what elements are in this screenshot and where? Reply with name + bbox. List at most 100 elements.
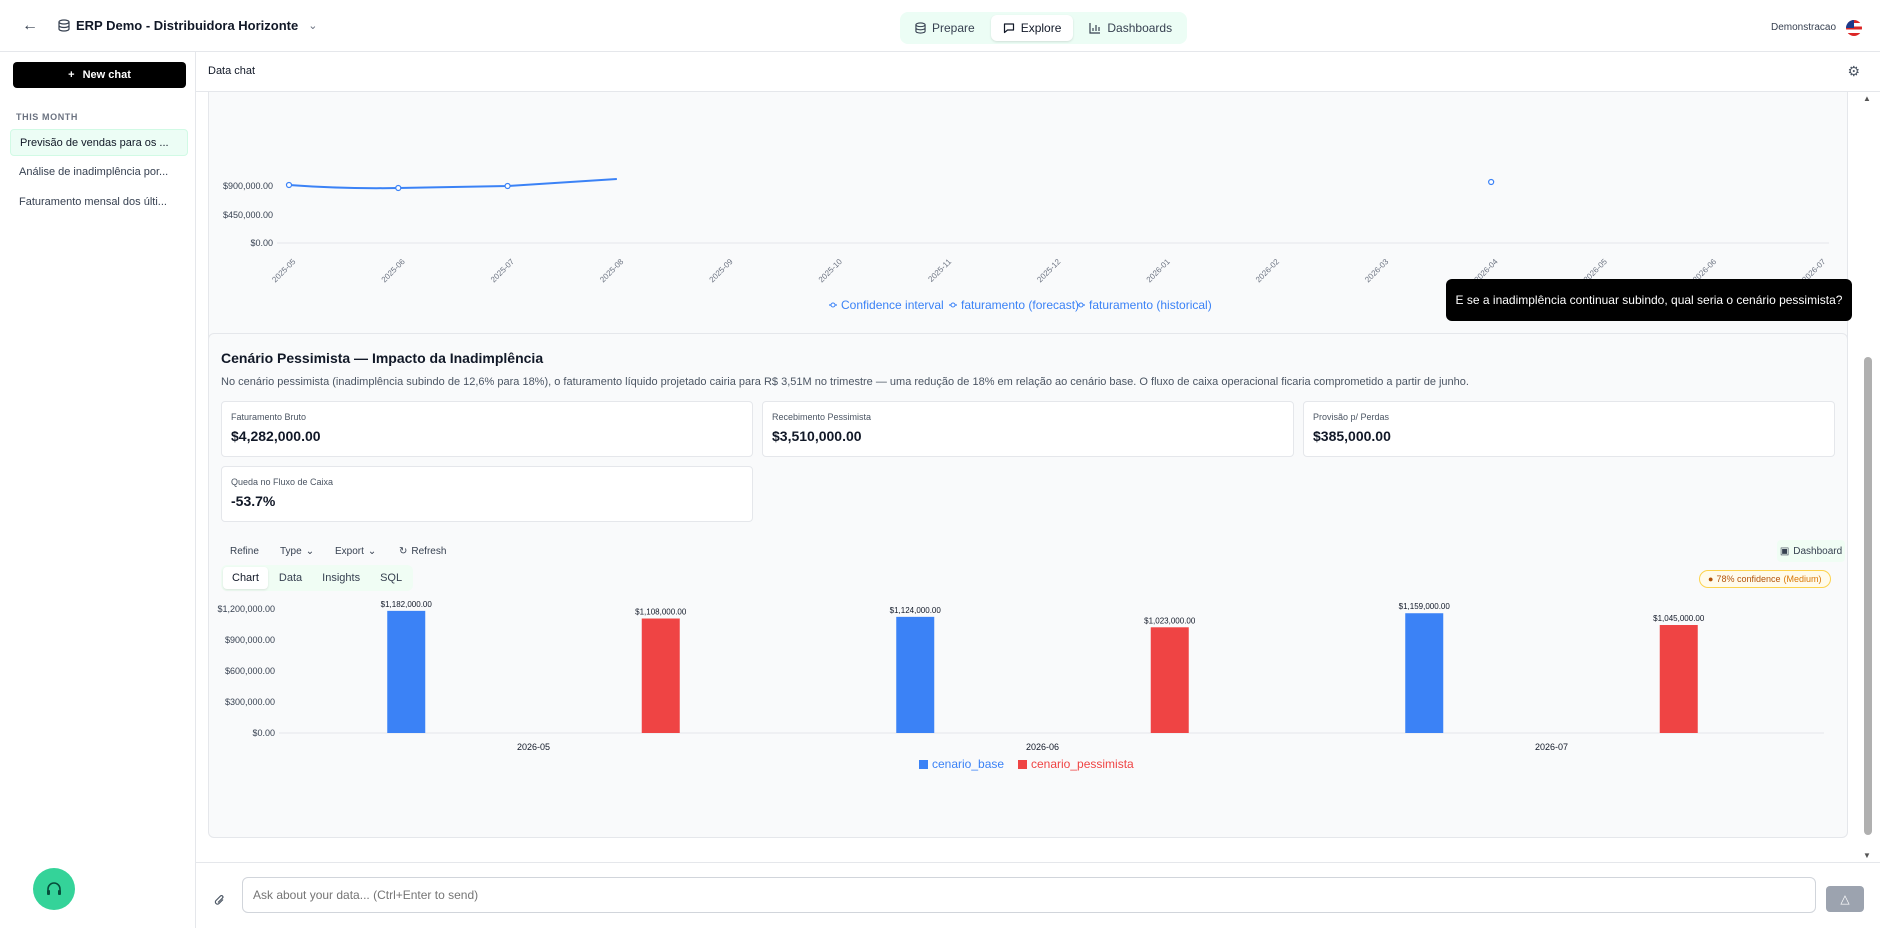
tab-sql[interactable]: SQL [380, 572, 403, 584]
kpi-card: Faturamento Bruto $4,282,000.00 [221, 401, 753, 457]
scenario-card: Cenário Pessimista — Impacto da Inadimpl… [208, 333, 1848, 838]
user-message-text: E se a inadimplência continuar subindo, … [1455, 293, 1843, 307]
user-message-bubble: E se a inadimplência continuar subindo, … [1446, 279, 1852, 321]
us-flag-icon[interactable] [1846, 20, 1862, 36]
chat-icon [1003, 23, 1014, 34]
chat-messages: $900,000.00 $450,000.00 $0.00 2025-05 2025-0… [196, 92, 1880, 862]
legend-marker-icon [950, 302, 956, 308]
dashboard-label: Dashboard [1793, 545, 1843, 557]
tab-chart[interactable]: Chart [223, 567, 268, 589]
sidebar-item-chat[interactable]: Faturamento mensal dos últi... [19, 196, 167, 208]
bar [1659, 625, 1698, 733]
legend-swatch-icon [1018, 760, 1027, 769]
tab-label: Prepare [932, 21, 975, 35]
scenario-bar-chart: $1,200,000.00 $900,000.00 $600,000.00 $300,… [217, 600, 1824, 771]
back-arrow-icon[interactable]: ← [22, 17, 38, 34]
x-tick-label: 2026-06 [1026, 742, 1059, 752]
tab-prepare[interactable]: Prepare [903, 15, 987, 41]
legend-label: cenario_pessimista [1031, 757, 1134, 771]
scroll-up-icon[interactable]: ▲ [1863, 94, 1871, 103]
data-label: $1,124,000.00 [890, 606, 942, 615]
x-tick-label: 2026-05 [517, 742, 550, 752]
kpi-value: -53.7% [231, 493, 276, 509]
chat-header: Data chat ⚙ [196, 52, 1880, 92]
legend-label: Confidence interval [841, 298, 944, 312]
x-tick-label: 2025-11 [926, 257, 953, 284]
x-tick-label: 2025-12 [1035, 257, 1063, 285]
headset-icon [47, 882, 61, 895]
scroll-down-icon[interactable]: ▼ [1863, 851, 1871, 860]
x-tick-label: 2025-06 [380, 257, 408, 285]
new-chat-label: New chat [82, 69, 131, 81]
tab-data[interactable]: Data [278, 572, 303, 584]
data-label: $1,023,000.00 [1144, 616, 1196, 625]
scrollbar[interactable]: ▲ ▼ [1862, 92, 1874, 862]
refresh-button[interactable]: ↻ Refresh [399, 546, 446, 557]
add-to-dashboard-button[interactable]: ▣ Dashboard [1777, 540, 1845, 562]
x-tick-label: 2025-05 [270, 257, 298, 285]
legend-marker-icon [1078, 302, 1084, 308]
bar [387, 610, 426, 733]
refresh-label: Refresh [411, 546, 447, 557]
tab-insights[interactable]: Insights [322, 572, 361, 584]
confidence-label: 78% confidence [1716, 574, 1781, 584]
data-point [504, 182, 511, 190]
view-tabs: Chart Data Insights SQL [221, 565, 414, 591]
refresh-icon: ↻ [399, 546, 408, 557]
send-button[interactable]: △ [1826, 886, 1864, 912]
scrollbar-thumb[interactable] [1864, 357, 1872, 835]
export-label: Export [335, 546, 364, 557]
kpi-card: Provisão p/ Perdas $385,000.00 [1303, 401, 1835, 457]
bar [641, 618, 680, 733]
confidence-badge: ● 78% confidence (Medium) [1699, 570, 1831, 588]
chat-input-bar: △ [196, 862, 1880, 928]
project-selector[interactable]: ERP Demo - Distribuidora Horizonte ⌄ [58, 18, 317, 33]
kpi-card: Recebimento Pessimista $3,510,000.00 [762, 401, 1294, 457]
y-tick-label: $1,200,000.00 [217, 604, 275, 614]
y-tick-label: $0.00 [250, 238, 273, 248]
data-label: $1,045,000.00 [1653, 614, 1705, 623]
data-label: $1,108,000.00 [635, 608, 687, 617]
x-tick-label: 2025-07 [489, 257, 517, 285]
x-tick-label: 2025-10 [817, 257, 845, 285]
x-tick-label: 2026-02 [1254, 257, 1282, 285]
kpi-label: Recebimento Pessimista [772, 412, 872, 422]
project-name: ERP Demo - Distribuidora Horizonte [76, 18, 299, 33]
kpi-label: Queda no Fluxo de Caixa [231, 477, 334, 487]
legend-label: cenario_base [932, 757, 1004, 771]
y-tick-label: $450,000.00 [223, 210, 273, 220]
legend-marker-icon [830, 302, 836, 308]
export-dropdown[interactable]: Export ⌄ [335, 546, 376, 557]
kpi-label: Faturamento Bruto [231, 412, 307, 422]
x-tick-label: 2025-08 [598, 257, 626, 285]
paperclip-icon[interactable] [214, 893, 226, 910]
tab-dashboards[interactable]: Dashboards [1077, 15, 1184, 41]
y-tick-label: $900,000.00 [223, 181, 273, 191]
bar [896, 616, 935, 733]
scenario-description: No cenário pessimista (inadimplência sub… [221, 376, 1469, 388]
user-name[interactable]: Demonstracao [1771, 22, 1837, 33]
x-tick-label: 2026-01 [1145, 257, 1173, 285]
x-tick-label: 2026-03 [1363, 257, 1391, 285]
chevron-down-icon: ⌄ [367, 546, 377, 557]
refine-button[interactable]: Refine [230, 546, 259, 557]
type-dropdown[interactable]: Type ⌄ [280, 546, 314, 557]
chevron-down-icon: ⌄ [305, 546, 315, 557]
plus-icon: + [68, 69, 75, 81]
sidebar-item-chat[interactable]: Previsão de vendas para os ... [10, 129, 188, 156]
kpi-value: $3,510,000.00 [772, 428, 862, 444]
sidebar-item-chat[interactable]: Análise de inadimplência por... [19, 166, 169, 178]
section-label: THIS MONTH [16, 112, 78, 122]
tab-label: Explore [1020, 21, 1062, 35]
tab-explore[interactable]: Explore [990, 15, 1074, 41]
chat-input[interactable] [242, 877, 1816, 913]
settings-gear-icon[interactable]: ⚙ [1847, 63, 1860, 79]
database-icon [58, 19, 70, 32]
new-chat-button[interactable]: + New chat [13, 62, 186, 88]
kpi-value: $385,000.00 [1313, 428, 1391, 444]
support-headset-icon[interactable] [33, 868, 75, 910]
legend-swatch-icon [919, 760, 928, 769]
historical-line [288, 178, 617, 190]
y-tick-label: $600,000.00 [225, 666, 275, 676]
bar-chart-icon [1089, 23, 1101, 34]
